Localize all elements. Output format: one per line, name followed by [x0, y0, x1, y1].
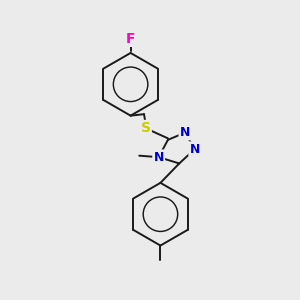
Text: N: N: [180, 126, 190, 139]
Text: S: S: [140, 121, 151, 135]
Text: N: N: [190, 142, 200, 156]
Text: N: N: [154, 151, 164, 164]
Text: F: F: [126, 32, 135, 46]
